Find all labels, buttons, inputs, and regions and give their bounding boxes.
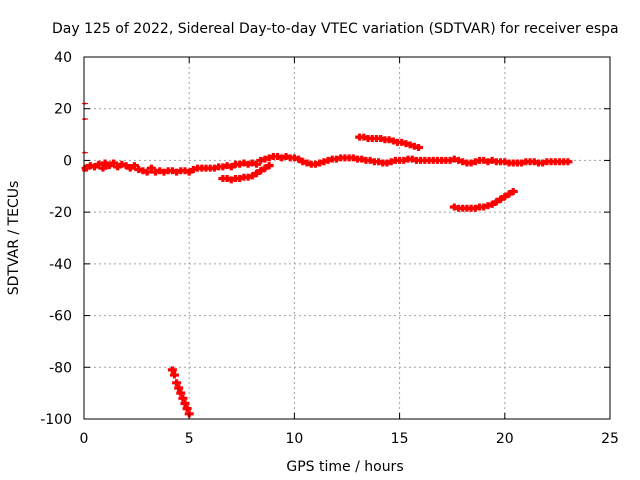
plot-frame bbox=[83, 56, 611, 420]
x-tick-label: 0 bbox=[80, 431, 89, 447]
x-tick-label: 10 bbox=[285, 431, 303, 447]
data-point bbox=[169, 371, 179, 379]
y-tick-label: 0 bbox=[63, 153, 72, 169]
y-axis-label: SDTVAR / TECUs bbox=[6, 181, 22, 296]
data-point bbox=[414, 144, 424, 151]
series-branch-4h bbox=[167, 366, 194, 418]
series-main bbox=[81, 153, 573, 176]
series-branch-7h bbox=[218, 162, 274, 184]
axis-ticks: 0 5 10 15 20 25 40 20 0 -20 -40 -60 -80 -100 bbox=[40, 50, 619, 447]
data-point bbox=[82, 151, 89, 154]
x-axis-label: GPS time / hours bbox=[286, 459, 403, 475]
series-edge-markers bbox=[82, 102, 89, 172]
data-point bbox=[82, 169, 89, 172]
data-point bbox=[182, 405, 192, 413]
x-tick-label: 20 bbox=[496, 431, 514, 447]
y-tick-label: -60 bbox=[49, 309, 72, 325]
y-tick-label: 40 bbox=[54, 50, 72, 66]
data-point bbox=[176, 389, 186, 397]
y-tick-label: 20 bbox=[54, 102, 72, 118]
y-tick-label: -40 bbox=[49, 257, 72, 273]
data-point bbox=[178, 394, 188, 402]
data-point bbox=[174, 384, 184, 392]
series-branch-18h bbox=[449, 187, 518, 212]
x-tick-label: 5 bbox=[185, 431, 194, 447]
data-points bbox=[81, 102, 573, 418]
chart-title: Day 125 of 2022, Sidereal Day-to-day VTE… bbox=[52, 21, 619, 37]
data-point bbox=[82, 118, 89, 121]
y-tick-label: -20 bbox=[49, 205, 72, 221]
data-point bbox=[167, 366, 177, 374]
data-point bbox=[172, 379, 182, 387]
y-tick-label: -100 bbox=[40, 412, 72, 428]
data-point bbox=[563, 158, 573, 166]
data-point bbox=[264, 162, 274, 170]
x-tick-label: 15 bbox=[391, 431, 409, 447]
data-point bbox=[180, 399, 190, 407]
data-point bbox=[98, 164, 108, 172]
series-branch-13h bbox=[355, 133, 424, 151]
grid-lines bbox=[84, 57, 610, 419]
data-point bbox=[508, 187, 518, 195]
x-tick-label: 25 bbox=[601, 431, 619, 447]
y-tick-label: -80 bbox=[49, 360, 72, 376]
data-point bbox=[82, 102, 89, 105]
